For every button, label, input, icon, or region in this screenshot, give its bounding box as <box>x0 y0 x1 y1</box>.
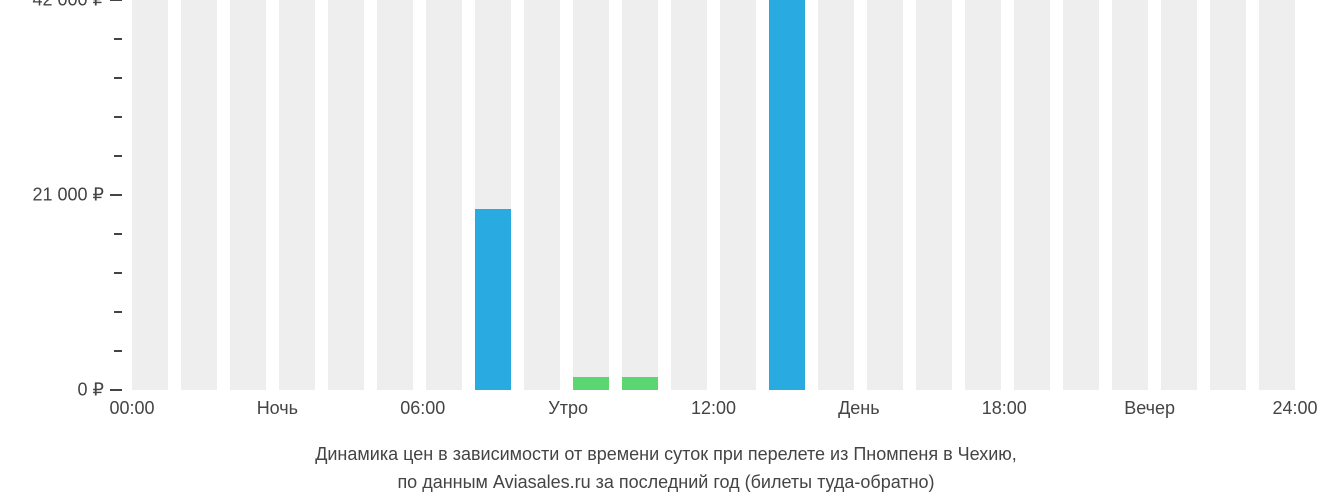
bar-background <box>1063 0 1099 390</box>
chart-caption-line1: Динамика цен в зависимости от времени су… <box>0 444 1332 465</box>
bar-slot <box>230 0 266 390</box>
bar-background <box>426 0 462 390</box>
bar-background <box>916 0 952 390</box>
x-tick-label: Утро <box>548 398 588 419</box>
y-minor-tick-mark <box>114 155 122 157</box>
bar-slot <box>279 0 315 390</box>
bar-slot <box>181 0 217 390</box>
bar-slot <box>1161 0 1197 390</box>
y-minor-tick-mark <box>114 38 122 40</box>
y-minor-tick-mark <box>114 350 122 352</box>
bar-slot <box>426 0 462 390</box>
bar-background <box>720 0 756 390</box>
x-tick-label: 12:00 <box>691 398 736 419</box>
bar-background <box>1014 0 1050 390</box>
bar-background <box>524 0 560 390</box>
bar-slot <box>769 0 805 390</box>
bar-slot <box>1259 0 1295 390</box>
bar-value <box>573 377 609 390</box>
y-tick-mark <box>110 0 122 1</box>
y-minor-tick-mark <box>114 272 122 274</box>
bar-slot <box>622 0 658 390</box>
bar-background <box>818 0 854 390</box>
x-axis: 00:00Ночь06:00Утро12:00День18:00Вечер24:… <box>132 398 1324 428</box>
y-tick-label: 0 ₽ <box>78 380 104 401</box>
bar-background <box>1112 0 1148 390</box>
chart-plot-area <box>132 0 1324 390</box>
bar-slot <box>1210 0 1246 390</box>
bar-slot <box>867 0 903 390</box>
bar-background <box>377 0 413 390</box>
y-tick-mark <box>110 194 122 196</box>
bar-background <box>1161 0 1197 390</box>
y-minor-tick-mark <box>114 233 122 235</box>
bar-background <box>965 0 1001 390</box>
bar-slot <box>524 0 560 390</box>
price-by-hour-chart: 0 ₽ 21 000 ₽ 42 000 ₽ 00:00 Ночь 06:00 Утро 12… <box>0 0 1332 502</box>
bar-slot <box>377 0 413 390</box>
bar-slot <box>573 0 609 390</box>
chart-caption-line2: по данным Aviasales.ru за последний год … <box>0 472 1332 493</box>
y-axis: 0 ₽21 000 ₽42 000 ₽ <box>0 0 132 390</box>
x-tick-label: Вечер <box>1124 398 1175 419</box>
bar-background <box>328 0 364 390</box>
bar-slot <box>1112 0 1148 390</box>
x-tick-label: 00:00 <box>109 398 154 419</box>
y-tick-mark <box>110 389 122 391</box>
bar-value <box>475 209 511 390</box>
bar-background <box>1259 0 1295 390</box>
bar-value <box>622 377 658 390</box>
y-tick-label: 21 000 ₽ <box>32 185 104 206</box>
bar-background <box>132 0 168 390</box>
bar-slot <box>475 0 511 390</box>
y-tick-label: 42 000 ₽ <box>32 0 104 11</box>
bar-slot <box>720 0 756 390</box>
x-tick-label: День <box>838 398 880 419</box>
x-tick-label: Ночь <box>257 398 298 419</box>
x-tick-label: 18:00 <box>982 398 1027 419</box>
bar-slot <box>1063 0 1099 390</box>
bar-slot <box>671 0 707 390</box>
bar-value <box>769 0 805 390</box>
bar-slot <box>328 0 364 390</box>
bar-background <box>279 0 315 390</box>
bar-slot <box>916 0 952 390</box>
x-tick-label: 24:00 <box>1272 398 1317 419</box>
bar-slot <box>965 0 1001 390</box>
y-minor-tick-mark <box>114 116 122 118</box>
y-minor-tick-mark <box>114 77 122 79</box>
x-tick-label: 06:00 <box>400 398 445 419</box>
bar-background <box>671 0 707 390</box>
bar-background <box>181 0 217 390</box>
bar-background <box>230 0 266 390</box>
bar-background <box>1210 0 1246 390</box>
bar-slot <box>818 0 854 390</box>
bar-background <box>867 0 903 390</box>
bar-slot <box>132 0 168 390</box>
bar-background <box>622 0 658 390</box>
y-minor-tick-mark <box>114 311 122 313</box>
bar-background <box>573 0 609 390</box>
bar-slot <box>1014 0 1050 390</box>
